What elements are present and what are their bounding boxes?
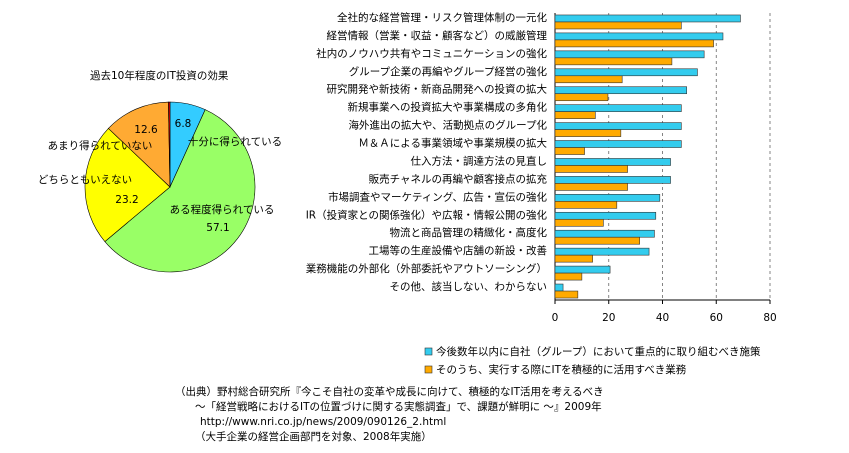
bar [554, 93, 609, 102]
pie-slice [84, 128, 171, 243]
bar [554, 129, 622, 137]
legend-swatch [424, 365, 433, 374]
pie-title: 過去10年程度のIT投資の効果 [90, 69, 229, 82]
x-tick-label: 40 [656, 312, 669, 324]
bar [554, 229, 655, 238]
bar [554, 158, 671, 166]
bar [554, 32, 724, 41]
y-tick-label: 新規事業への投資拡大や事業構成の多角化 [348, 101, 548, 114]
source-line: ～「経営戦略におけるITの位置づけに関する実態調査」で、課題が鮮明に ～』200… [195, 400, 602, 413]
y-tick-label: 海外進出の拡大や、活動拠点のグループ化 [348, 119, 547, 132]
y-tick-label: 社内のノウハウ共有やコミュニケーションの強化 [316, 47, 547, 60]
bar [554, 272, 583, 281]
bar [554, 201, 618, 209]
source-line: （大手企業の経営企画部門を対象、2008年実施） [195, 430, 432, 443]
y-tick-label: IR（投資家との関係強化）や広報・情報公開の強化 [306, 208, 548, 221]
x-tick-label: 20 [602, 312, 615, 324]
y-tick-label: 工場等の生産設備や店舗の新設・改善 [369, 244, 548, 257]
bar [554, 86, 687, 95]
bar [554, 68, 698, 77]
bar [554, 211, 657, 220]
x-tick-label: 60 [710, 312, 723, 324]
bar [554, 236, 640, 245]
legend-swatch [424, 347, 433, 356]
source-line: （出典）野村総合研究所『今こそ自社の変革や成長に向けて、積極的なIT活用を考える… [175, 385, 604, 398]
y-tick-label: 販売チャネルの再編や顧客接点の拡充 [369, 172, 548, 185]
y-tick-label: 業務機能の外部化（外部委託やアウトソーシング） [306, 262, 547, 275]
bar [554, 111, 596, 119]
slice-value: 6.8 [175, 118, 192, 130]
slice-label: 十分に得られている [188, 135, 282, 148]
bar [554, 176, 671, 184]
y-tick-label: その他、該当しない、わからない [390, 280, 548, 293]
y-tick-label: グループ企業の再編やグループ経営の強化 [349, 65, 548, 78]
bar [554, 265, 611, 274]
y-tick-label: 全社的な経営管理・リスク管理体制の一元化 [337, 11, 547, 24]
bar [554, 122, 682, 130]
bar [554, 147, 585, 155]
bar [554, 254, 593, 263]
bar [554, 218, 604, 227]
bar [554, 104, 682, 112]
bar [554, 14, 741, 23]
pie-slice [104, 109, 256, 273]
bar [554, 39, 714, 48]
y-tick-label: 経営情報（営業・収益・顧客など）の威厳管理 [327, 29, 548, 42]
bar [554, 165, 628, 173]
slice-value: 12.6 [134, 124, 158, 136]
source-line: http://www.nri.co.jp/news/2009/090126_2.… [200, 416, 446, 428]
y-tick-label: 物流と商品管理の精緻化・高度化 [390, 226, 548, 239]
bar [554, 283, 564, 292]
y-tick-label: 研究開発や新技術・新商品開発への投資の拡大 [327, 83, 548, 96]
bar [554, 140, 682, 148]
bar [554, 57, 673, 66]
y-tick-label: 仕入方法・調達方法の見直し [411, 154, 548, 167]
bar [554, 21, 682, 30]
legend-label: そのうち、実行する際にITを積極的に活用すべき業務 [436, 363, 687, 376]
y-tick-label: Ｍ＆Ａによる事業領域や事業規模の拡大 [358, 137, 547, 150]
x-tick-label: 0 [552, 312, 559, 324]
bar [554, 290, 579, 299]
slice-value: 57.1 [206, 222, 229, 234]
bar [554, 50, 705, 59]
slice-label: あまり得られていない [48, 140, 153, 152]
slice-label: どちらともいえない [38, 174, 132, 186]
pie-slice [107, 101, 171, 188]
y-tick-label: 市場調査やマーケティング、広告・宣伝の強化 [328, 190, 547, 203]
bar [554, 247, 650, 256]
legend-label: 今後数年以内に自社（グループ）において重点的に取り組むべき施策 [436, 345, 761, 358]
bar [554, 194, 661, 202]
slice-label: ある程度得られている [170, 203, 275, 216]
bar [554, 183, 628, 191]
slice-value: 23.2 [115, 194, 138, 206]
pie-slice [168, 101, 171, 188]
bar [554, 75, 623, 84]
x-tick-label: 80 [763, 312, 776, 324]
